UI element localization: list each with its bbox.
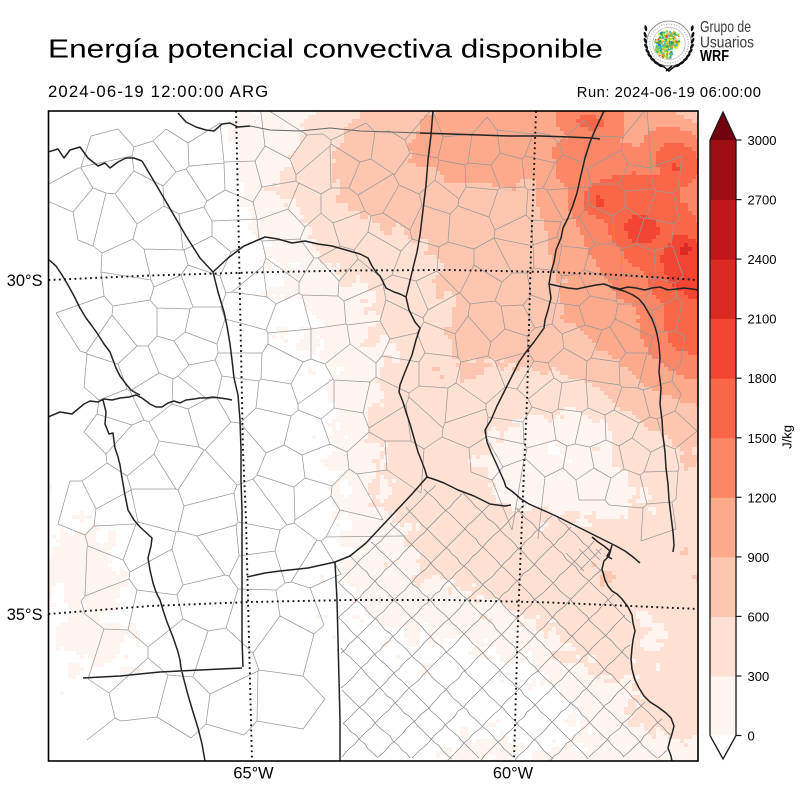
svg-text:30°S: 30°S <box>7 272 43 290</box>
svg-text:300: 300 <box>748 669 770 684</box>
svg-text:2700: 2700 <box>748 193 777 208</box>
svg-text:900: 900 <box>748 550 770 565</box>
svg-text:1500: 1500 <box>748 431 777 446</box>
svg-text:Usuarios: Usuarios <box>700 35 754 52</box>
svg-text:J/kg: J/kg <box>780 425 795 449</box>
svg-text:1800: 1800 <box>748 371 777 386</box>
svg-text:3000: 3000 <box>748 133 777 148</box>
svg-text:2400: 2400 <box>748 252 777 267</box>
svg-text:WRF: WRF <box>700 48 729 65</box>
svg-text:600: 600 <box>748 609 770 624</box>
svg-text:Grupo de: Grupo de <box>700 19 751 36</box>
svg-text:Energía potencial convectiva d: Energía potencial convectiva disponible <box>48 34 603 64</box>
svg-text:60°W: 60°W <box>493 765 534 783</box>
svg-text:2024-06-19 12:00:00 ARG: 2024-06-19 12:00:00 ARG <box>48 82 269 101</box>
svg-text:1200: 1200 <box>748 490 777 505</box>
svg-text:2100: 2100 <box>748 312 777 327</box>
svg-text:Run: 2024-06-19 06:00:00: Run: 2024-06-19 06:00:00 <box>577 85 762 101</box>
svg-text:0: 0 <box>748 729 755 744</box>
svg-text:35°S: 35°S <box>7 606 43 624</box>
svg-text:65°W: 65°W <box>233 765 274 783</box>
